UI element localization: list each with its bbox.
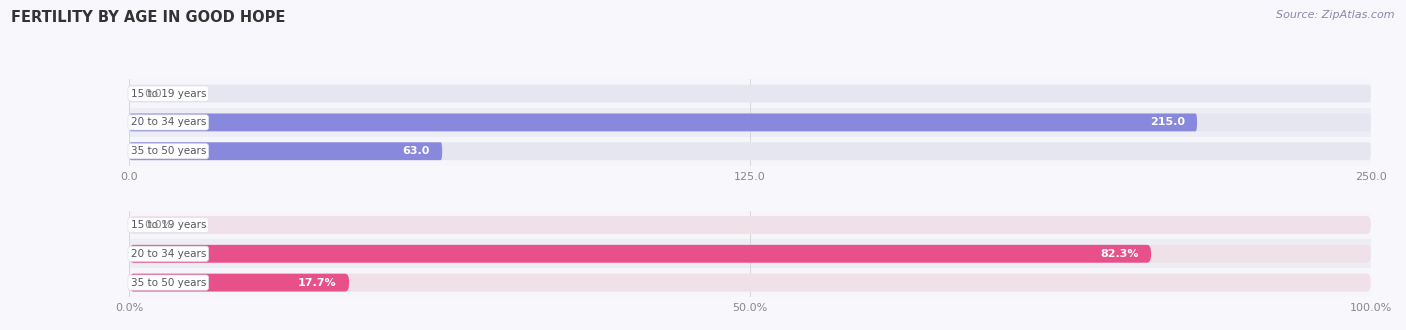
Text: 35 to 50 years: 35 to 50 years xyxy=(131,278,205,288)
Text: 20 to 34 years: 20 to 34 years xyxy=(131,117,205,127)
Text: FERTILITY BY AGE IN GOOD HOPE: FERTILITY BY AGE IN GOOD HOPE xyxy=(11,10,285,25)
Text: 17.7%: 17.7% xyxy=(298,278,336,288)
FancyBboxPatch shape xyxy=(129,245,1152,263)
FancyBboxPatch shape xyxy=(129,142,443,160)
Text: Source: ZipAtlas.com: Source: ZipAtlas.com xyxy=(1277,10,1395,20)
Text: 82.3%: 82.3% xyxy=(1099,249,1139,259)
Bar xyxy=(129,268,1371,297)
Bar xyxy=(129,137,1371,166)
Bar xyxy=(129,239,1371,268)
FancyBboxPatch shape xyxy=(129,274,349,291)
Text: 0.0%: 0.0% xyxy=(145,220,173,230)
FancyBboxPatch shape xyxy=(129,216,1371,234)
Bar xyxy=(129,108,1371,137)
FancyBboxPatch shape xyxy=(129,245,1371,263)
FancyBboxPatch shape xyxy=(129,85,1371,103)
Text: 215.0: 215.0 xyxy=(1150,117,1185,127)
FancyBboxPatch shape xyxy=(129,142,1371,160)
FancyBboxPatch shape xyxy=(129,114,1197,131)
Text: 15 to 19 years: 15 to 19 years xyxy=(131,220,207,230)
Text: 63.0: 63.0 xyxy=(402,146,430,156)
FancyBboxPatch shape xyxy=(129,114,1371,131)
Text: 35 to 50 years: 35 to 50 years xyxy=(131,146,205,156)
FancyBboxPatch shape xyxy=(129,274,1371,291)
Bar xyxy=(129,79,1371,108)
Text: 20 to 34 years: 20 to 34 years xyxy=(131,249,205,259)
Bar xyxy=(129,211,1371,239)
Text: 0.0: 0.0 xyxy=(145,88,162,99)
Text: 15 to 19 years: 15 to 19 years xyxy=(131,88,207,99)
